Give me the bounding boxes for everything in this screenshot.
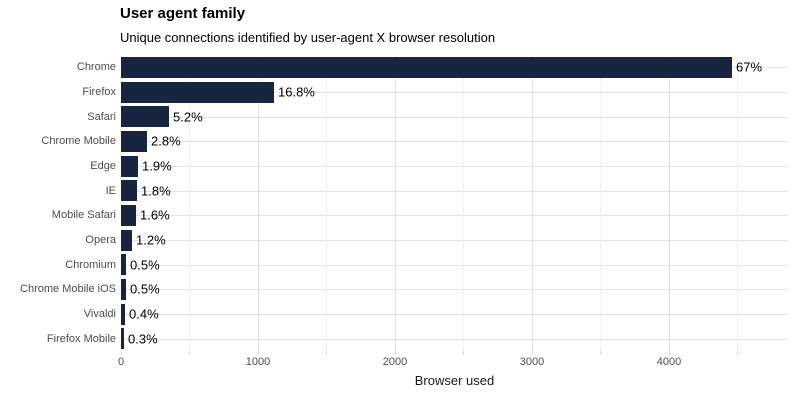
x-axis-title: Browser used: [414, 373, 495, 388]
gridline-major: [669, 55, 670, 351]
value-label-firefox: 16.8%: [278, 84, 315, 100]
chart-subtitle: Unique connections identified by user-ag…: [120, 30, 496, 45]
gridline-horizontal: [121, 264, 788, 266]
x-axis-tick: [463, 351, 464, 355]
bar-chrome: [121, 57, 732, 78]
value-label-chromium: 0.5%: [130, 257, 160, 273]
value-label-vivaldi: 0.4%: [129, 306, 159, 322]
x-axis-tick: [737, 351, 738, 355]
category-label-chrome: Chrome: [76, 61, 116, 74]
x-axis-tick: [600, 351, 601, 355]
category-label-chrome-mobile: Chrome Mobile: [41, 135, 116, 148]
category-label-vivaldi: Vivaldi: [83, 308, 116, 320]
gridline-horizontal: [121, 240, 788, 241]
value-label-edge: 1.9%: [142, 158, 172, 174]
bar-vivaldi: [121, 304, 125, 325]
value-label-ie: 1.8%: [141, 183, 171, 199]
gridline-horizontal: [121, 314, 788, 315]
gridline-horizontal: [121, 190, 788, 192]
plot-area: [121, 55, 788, 351]
category-label-chrome-mobile-ios: Chrome Mobile iOS: [20, 283, 116, 296]
gridline-major: [532, 55, 533, 351]
category-label-safari: Safari: [87, 110, 116, 123]
gridline-minor: [737, 55, 738, 351]
category-label-edge: Edge: [90, 160, 116, 172]
gridline-minor: [463, 55, 464, 351]
category-label-opera: Opera: [85, 234, 116, 246]
category-label-mobile-safari: Mobile Safari: [51, 209, 116, 222]
gridline-horizontal: [121, 166, 788, 167]
category-label-chromium: Chromium: [65, 258, 116, 271]
x-axis-tick: [258, 351, 259, 355]
x-tick-label-4000: 4000: [656, 356, 682, 368]
bar-safari: [121, 106, 169, 127]
bar-chromium: [121, 254, 126, 275]
gridline-major: [258, 55, 259, 351]
gridline-horizontal: [121, 116, 788, 118]
value-label-safari: 5.2%: [173, 109, 203, 125]
bar-ie: [121, 180, 137, 201]
value-label-opera: 1.2%: [136, 232, 166, 248]
value-label-chrome-mobile: 2.8%: [151, 133, 181, 149]
bar-firefox-mobile: [121, 328, 124, 349]
gridline-horizontal: [121, 215, 788, 217]
bar-mobile-safari: [121, 205, 136, 226]
value-label-firefox-mobile: 0.3%: [128, 331, 158, 347]
gridline-horizontal: [121, 92, 788, 93]
value-label-chrome: 67%: [736, 59, 763, 75]
category-label-ie: IE: [105, 184, 116, 197]
x-tick-label-3000: 3000: [519, 356, 545, 368]
gridline-minor: [326, 55, 327, 351]
x-tick-label-2000: 2000: [382, 356, 408, 368]
bar-firefox: [121, 82, 274, 103]
x-axis-tick: [395, 351, 396, 355]
gridline-minor: [189, 55, 190, 351]
x-axis-tick: [669, 351, 670, 355]
x-axis-tick: [189, 351, 190, 355]
x-axis-tick: [532, 351, 533, 355]
bar-opera: [121, 230, 132, 251]
bar-chrome-mobile: [121, 131, 147, 152]
gridline-horizontal: [121, 338, 788, 340]
gridline-horizontal: [121, 289, 788, 291]
chart-title: User agent family: [120, 5, 246, 22]
gridline-major: [395, 55, 396, 351]
value-label-mobile-safari: 1.6%: [140, 207, 170, 223]
gridline-minor: [600, 55, 601, 351]
bar-chrome-mobile-ios: [121, 279, 126, 300]
category-label-firefox-mobile: Firefox Mobile: [46, 332, 116, 345]
gridline-horizontal: [121, 141, 788, 143]
value-label-chrome-mobile-ios: 0.5%: [130, 281, 160, 297]
x-tick-label-0: 0: [117, 356, 125, 368]
x-axis-tick: [121, 351, 122, 355]
x-axis-tick: [326, 351, 327, 355]
category-label-firefox: Firefox: [82, 86, 116, 98]
x-tick-label-1000: 1000: [245, 356, 271, 368]
bar-edge: [121, 156, 138, 177]
